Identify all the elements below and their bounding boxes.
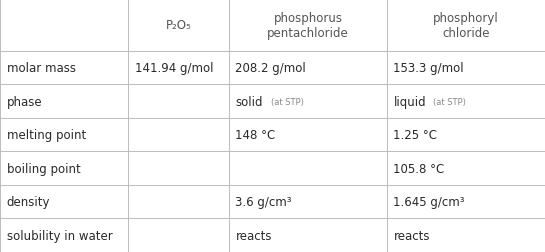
Text: reacts: reacts bbox=[235, 229, 272, 242]
Text: (at STP): (at STP) bbox=[271, 97, 304, 106]
Text: density: density bbox=[7, 196, 50, 208]
Text: solid: solid bbox=[235, 95, 263, 108]
Text: 153.3 g/mol: 153.3 g/mol bbox=[393, 62, 464, 75]
Text: liquid: liquid bbox=[393, 95, 426, 108]
Text: melting point: melting point bbox=[7, 129, 86, 142]
Text: 3.6 g/cm³: 3.6 g/cm³ bbox=[235, 196, 292, 208]
Text: (at STP): (at STP) bbox=[433, 97, 465, 106]
Text: phosphorus
pentachloride: phosphorus pentachloride bbox=[267, 12, 349, 40]
Text: 105.8 °C: 105.8 °C bbox=[393, 162, 445, 175]
Text: solubility in water: solubility in water bbox=[7, 229, 112, 242]
Text: P₂O₅: P₂O₅ bbox=[166, 19, 191, 32]
Text: molar mass: molar mass bbox=[7, 62, 76, 75]
Text: boiling point: boiling point bbox=[7, 162, 80, 175]
Text: 1.25 °C: 1.25 °C bbox=[393, 129, 438, 142]
Text: 148 °C: 148 °C bbox=[235, 129, 276, 142]
Text: phase: phase bbox=[7, 95, 42, 108]
Text: 1.645 g/cm³: 1.645 g/cm³ bbox=[393, 196, 465, 208]
Text: 141.94 g/mol: 141.94 g/mol bbox=[135, 62, 213, 75]
Text: reacts: reacts bbox=[393, 229, 430, 242]
Text: 208.2 g/mol: 208.2 g/mol bbox=[235, 62, 306, 75]
Text: phosphoryl
chloride: phosphoryl chloride bbox=[433, 12, 499, 40]
